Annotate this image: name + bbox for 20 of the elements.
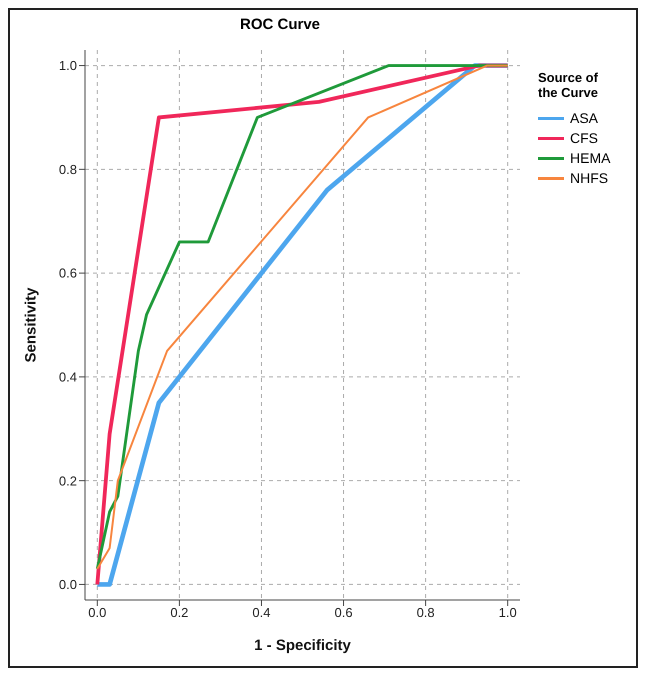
y-tick-label: 0.0 [58, 577, 77, 592]
x-tick-label: 0.2 [170, 605, 188, 620]
y-tick-label: 0.2 [58, 473, 77, 488]
x-axis-title: 1 - Specificity [254, 637, 352, 654]
y-tick-label: 1.0 [58, 58, 77, 74]
legend-label: ASA [570, 110, 598, 126]
x-tick-label: 0.0 [88, 605, 106, 620]
y-tick-label: 0.6 [58, 266, 77, 281]
y-tick-label: 0.4 [58, 370, 77, 384]
x-tick-label: 0.8 [416, 605, 435, 620]
legend-label: CFS [570, 130, 598, 146]
y-tick-label: 0.8 [58, 162, 77, 177]
x-tick-label: 0.4 [252, 605, 270, 620]
chart-title: ROC Curve [238, 16, 322, 33]
legend-label: NHFS [570, 170, 608, 186]
y-axis-title: Sensitivity [22, 286, 40, 363]
x-tick-label: 0.6 [334, 605, 353, 620]
x-tick-label: 1.0 [498, 605, 517, 620]
legend-label: HEMA [570, 150, 610, 166]
legend-title: Source of the Curve [538, 70, 599, 100]
